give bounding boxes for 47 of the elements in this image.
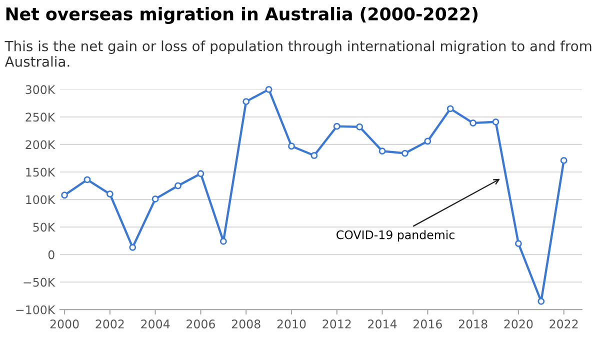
y-tick-label: 150K [26,168,56,177]
point [424,138,432,145]
x-tick-label: 2016 [414,320,442,328]
point [84,176,91,184]
y-tick-label: −100K [16,305,56,314]
x-tick-label: 2018 [458,320,488,328]
y-tick-label: 250K [26,112,56,122]
x-tick-label: 2012 [322,320,351,328]
point [152,195,159,202]
x-tick-label: 2022 [550,320,578,328]
x-tick-label: 2004 [141,320,170,328]
point [61,192,68,199]
x-tick-label: 2000 [50,320,79,328]
chart-subtitle: This is the net gain or loss of population through international migration to and from Australia. [4,40,592,67]
x-tick-label: 2014 [368,320,397,328]
x-tick-label: 2002 [96,320,124,328]
x-tick-label: 2006 [186,320,215,328]
point [288,142,295,150]
y-tick-label: 0 [48,250,54,260]
point [470,120,477,126]
point [265,86,272,93]
point [514,240,522,248]
point [560,156,568,164]
annotation: COVID-19 pandemic [336,230,454,242]
point [220,238,227,245]
y-tick-label: 50K [33,222,56,232]
point [242,98,250,106]
point [197,170,204,178]
point [174,182,182,190]
point [446,105,454,112]
point [356,123,364,130]
x-tick-label: 2020 [504,320,533,328]
y-tick-label: 300K [26,85,56,94]
point [378,148,386,155]
point [492,118,500,126]
point [129,244,136,251]
point [310,152,318,159]
y-tick-label: 100K [26,195,56,204]
point [106,190,114,198]
x-tick-label: 2008 [232,320,260,328]
x-tick-label: 2010 [277,320,306,328]
point [538,298,545,305]
y-tick-label: 200K [26,140,56,150]
y-tick-label: −50K [24,278,56,287]
point [333,122,340,130]
chart-title: Net overseas migration in Australia (2000-2022) [6,7,478,24]
point [402,150,408,157]
